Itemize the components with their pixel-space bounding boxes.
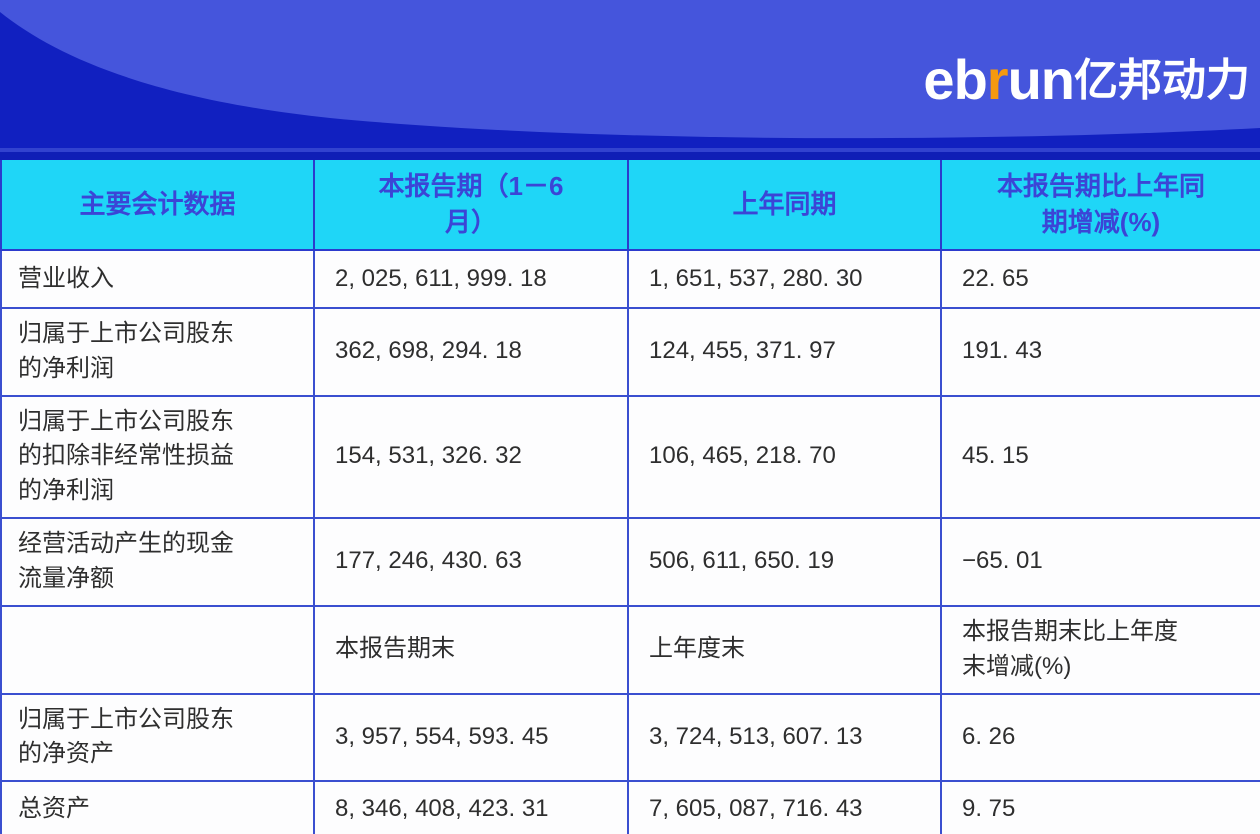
logo-text-eb: eb <box>923 48 987 111</box>
row-label: 归属于上市公司股东的净利润 <box>0 307 315 397</box>
banner-divider-line <box>0 148 1260 152</box>
header-cell-change: 本报告期比上年同期增减(%) <box>940 160 1260 251</box>
subheader-change: 本报告期末比上年度末增减(%) <box>940 604 1260 695</box>
table-row-net-profit-excl-nonrecurring: 归属于上市公司股东的扣除非经常性损益的净利润 154, 531, 326. 32… <box>0 394 1260 519</box>
header-cell-current-period: 本报告期（1－6月） <box>313 160 629 251</box>
table-row-revenue: 营业收入 2, 025, 611, 999. 18 1, 651, 537, 2… <box>0 249 1260 309</box>
brand-logo: ebrun亿邦动力 <box>923 52 1250 108</box>
row-change-value: −65. 01 <box>940 516 1260 607</box>
row-change-value: 45. 15 <box>940 394 1260 519</box>
banner-curve-graphic <box>0 0 1260 139</box>
header-label: 本报告期（1－6月） <box>378 171 564 237</box>
row-prior-value: 1, 651, 537, 280. 30 <box>627 249 942 309</box>
row-label: 归属于上市公司股东的净资产 <box>0 692 315 783</box>
table-row-total-assets: 总资产 8, 346, 408, 423. 31 7, 605, 087, 71… <box>0 780 1260 834</box>
logo-text-r-accent: r <box>986 48 1009 111</box>
header-label: 主要会计数据 <box>79 188 236 219</box>
logo-text-cn: 亿邦动力 <box>1074 56 1250 105</box>
row-current-value: 154, 531, 326. 32 <box>313 394 629 519</box>
banner-divider-strip <box>0 152 1260 160</box>
row-current-value: 2, 025, 611, 999. 18 <box>313 249 629 309</box>
row-change-value: 6. 26 <box>940 692 1260 783</box>
header-label: 本报告期比上年同期增减(%) <box>996 171 1205 237</box>
row-prior-value: 106, 465, 218. 70 <box>627 394 942 519</box>
banner: ebrun亿邦动力 <box>0 0 1260 148</box>
header-cell-prior-period: 上年同期 <box>627 160 942 251</box>
row-label: 营业收入 <box>0 249 315 309</box>
table-header-row: 主要会计数据 本报告期（1－6月） 上年同期 本报告期比上年同期增减(%) <box>0 160 1260 251</box>
row-current-value: 3, 957, 554, 593. 45 <box>313 692 629 783</box>
row-change-value: 22. 65 <box>940 249 1260 309</box>
row-current-value: 8, 346, 408, 423. 31 <box>313 780 629 834</box>
header-cell-metric: 主要会计数据 <box>0 160 315 251</box>
subheader-current-period-end: 本报告期末 <box>313 604 629 695</box>
logo-text-un: un <box>1007 48 1075 111</box>
table-row-net-profit: 归属于上市公司股东的净利润 362, 698, 294. 18 124, 455… <box>0 307 1260 397</box>
financial-data-table: 主要会计数据 本报告期（1－6月） 上年同期 本报告期比上年同期增减(%) 营业… <box>0 160 1260 834</box>
row-current-value: 362, 698, 294. 18 <box>313 307 629 397</box>
table-subheader-period-end: 本报告期末 上年度末 本报告期末比上年度末增减(%) <box>0 604 1260 695</box>
row-change-value: 9. 75 <box>940 780 1260 834</box>
row-change-value: 191. 43 <box>940 307 1260 397</box>
row-current-value: 177, 246, 430. 63 <box>313 516 629 607</box>
table-row-net-assets: 归属于上市公司股东的净资产 3, 957, 554, 593. 45 3, 72… <box>0 692 1260 783</box>
row-prior-value: 3, 724, 513, 607. 13 <box>627 692 942 783</box>
table-row-operating-cash-flow: 经营活动产生的现金流量净额 177, 246, 430. 63 506, 611… <box>0 516 1260 607</box>
header-label: 上年同期 <box>732 188 837 219</box>
row-label: 总资产 <box>0 780 315 834</box>
row-prior-value: 506, 611, 650. 19 <box>627 516 942 607</box>
row-prior-value: 124, 455, 371. 97 <box>627 307 942 397</box>
row-label: 经营活动产生的现金流量净额 <box>0 516 315 607</box>
row-prior-value: 7, 605, 087, 716. 43 <box>627 780 942 834</box>
row-label: 归属于上市公司股东的扣除非经常性损益的净利润 <box>0 394 315 519</box>
row-label <box>0 604 315 695</box>
subheader-prior-year-end: 上年度末 <box>627 604 942 695</box>
